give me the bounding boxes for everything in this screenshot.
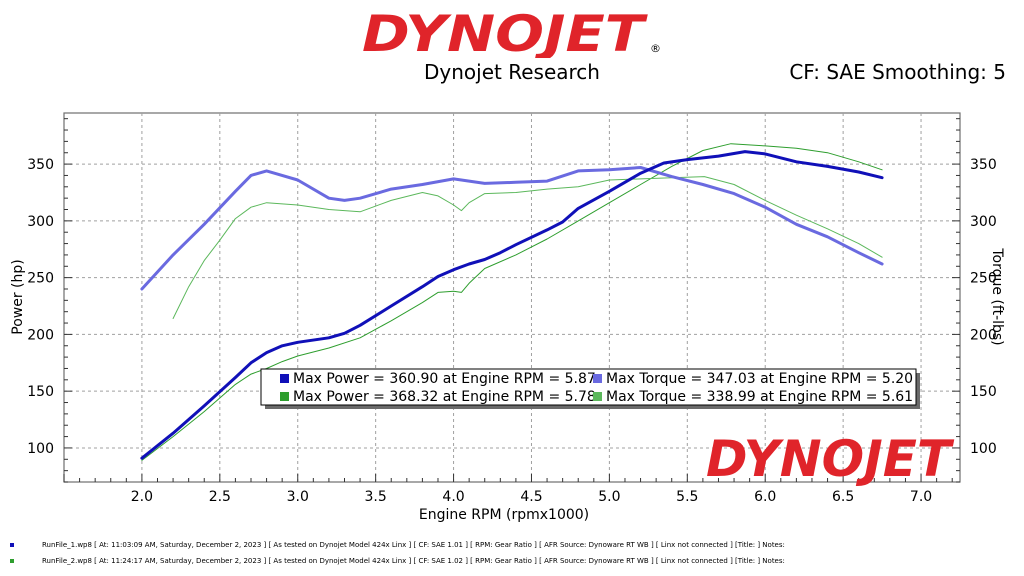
axis-ticks: 2.0 2.5 3.0 3.5 4.0 4.5 5.0 5.5 6.0 6.5 7.0 100 100 1… — [27, 118, 997, 505]
y-tick-label: 300 — [27, 214, 54, 230]
y-tick-label: 250 — [27, 271, 54, 287]
legend-swatch-run1-power — [280, 374, 289, 383]
y-tick-label: 150 — [27, 384, 54, 400]
x-tick-label: 4.5 — [520, 489, 542, 505]
x-tick-label: 6.0 — [754, 489, 776, 505]
x-tick-label: 2.5 — [209, 489, 231, 505]
y2-tick-label: 100 — [970, 441, 997, 457]
x-tick-label: 3.0 — [287, 489, 309, 505]
run-color-marker-1 — [10, 543, 14, 547]
company-name: Dynojet Research — [424, 60, 600, 84]
y-tick-label: 200 — [27, 327, 54, 343]
series-layer — [140, 143, 884, 461]
run-file-row-2: RunFile_2.wp8 [ At: 11:24:17 AM, Saturda… — [10, 557, 785, 565]
run-file-info-2: RunFile_2.wp8 [ At: 11:24:17 AM, Saturda… — [42, 557, 785, 565]
run-file-info-1: RunFile_1.wp8 [ At: 11:03:09 AM, Saturda… — [42, 541, 785, 549]
watermark-logo: DYNOJET — [706, 430, 955, 488]
legend-run2-power: Max Power = 368.32 at Engine RPM = 5.78 — [293, 389, 596, 405]
y-tick-label: 100 — [27, 441, 54, 457]
x-tick-label: 5.5 — [676, 489, 698, 505]
series-line-run-2-torque — [172, 176, 883, 319]
correction-factor-info: CF: SAE Smoothing: 5 — [789, 60, 1006, 84]
y2-tick-label: 300 — [970, 214, 997, 230]
x-axis-title: Engine RPM (rpmx1000) — [419, 507, 589, 523]
chart-legend: Max Power = 360.90 at Engine RPM = 5.87 … — [260, 368, 920, 409]
legend-box — [260, 368, 917, 406]
run-file-row-1: RunFile_1.wp8 [ At: 11:03:09 AM, Saturda… — [10, 541, 785, 549]
y2-tick-label: 250 — [970, 271, 997, 287]
dynojet-logo-text: DYNOJET — [362, 6, 648, 58]
x-tick-label: 7.0 — [910, 489, 932, 505]
run-color-marker-2 — [10, 559, 14, 563]
legend-swatch-run2-torque — [593, 392, 602, 401]
x-tick-label: 2.0 — [131, 489, 153, 505]
legend-swatch-run2-power — [280, 392, 289, 401]
x-tick-label: 4.0 — [442, 489, 464, 505]
x-tick-label: 3.5 — [365, 489, 387, 505]
registered-mark: ® — [650, 42, 661, 55]
x-tick-label: 6.5 — [832, 489, 854, 505]
y-tick-label: 350 — [27, 157, 54, 173]
series-line-run-1-torque — [140, 166, 884, 291]
x-tick-label: 5.0 — [598, 489, 620, 505]
legend-run1-power: Max Power = 360.90 at Engine RPM = 5.87 — [293, 371, 596, 387]
legend-swatch-run1-torque — [593, 374, 602, 383]
y2-tick-label: 200 — [970, 327, 997, 343]
y2-tick-label: 150 — [970, 384, 997, 400]
y2-tick-label: 350 — [970, 157, 997, 173]
series-line-run-1-power — [140, 150, 884, 460]
y-axis-title: Power (hp) — [10, 259, 26, 334]
legend-run2-torque: Max Torque = 338.99 at Engine RPM = 5.61 — [606, 389, 913, 405]
y2-axis-title: Torque (ft-lbs) — [989, 247, 1005, 345]
plot-area — [63, 112, 961, 483]
legend-run1-torque: Max Torque = 347.03 at Engine RPM = 5.20 — [606, 371, 913, 387]
dynojet-logo: DYNOJET ® — [362, 6, 661, 58]
